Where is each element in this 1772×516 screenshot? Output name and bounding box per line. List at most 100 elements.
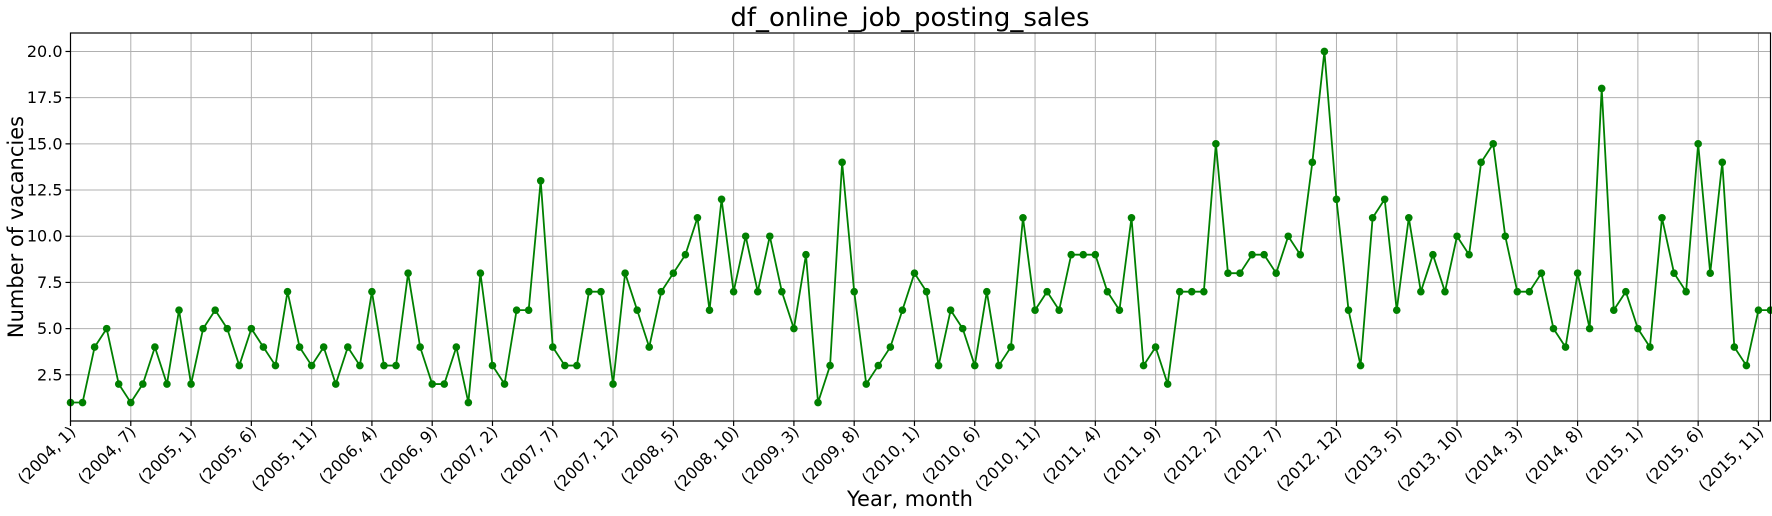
data-point — [1646, 343, 1654, 351]
data-point — [416, 343, 424, 351]
data-point — [970, 361, 979, 370]
x-tick-label: (2007, 12) — [549, 422, 622, 495]
data-point — [874, 361, 883, 370]
data-point — [1658, 213, 1666, 222]
data-point — [1224, 269, 1232, 277]
data-point — [778, 287, 786, 296]
grid — [70, 33, 1771, 421]
data-point — [90, 343, 99, 351]
data-point — [1730, 343, 1739, 351]
x-axis-label: Year, month — [846, 487, 973, 511]
data-point — [307, 361, 316, 370]
data-point — [1417, 287, 1425, 296]
data-point — [1055, 306, 1063, 314]
data-point — [1356, 361, 1365, 370]
data-point — [814, 398, 822, 407]
data-point — [1634, 324, 1642, 333]
data-point — [1766, 306, 1772, 314]
data-point — [1742, 361, 1751, 370]
data-point — [693, 213, 702, 222]
data-point — [428, 380, 437, 388]
data-point — [452, 343, 461, 351]
data-point — [1115, 306, 1124, 314]
data-point — [524, 306, 533, 314]
data-point — [669, 269, 678, 277]
data-point — [1513, 287, 1522, 296]
data-point — [826, 361, 834, 370]
data-point — [753, 287, 762, 296]
y-tick-label: 5.0 — [37, 319, 62, 338]
data-point — [356, 361, 364, 370]
x-tick-label: (2011, 9) — [1099, 422, 1164, 487]
data-point — [1296, 250, 1305, 259]
data-point — [488, 361, 497, 370]
x-tick-label: (2011, 4) — [1039, 422, 1104, 487]
series-line — [66, 47, 1772, 407]
x-tick-label: (2005, 11) — [248, 422, 321, 495]
data-point — [1200, 287, 1208, 296]
data-point — [717, 195, 726, 204]
data-point — [199, 324, 207, 333]
data-point — [1706, 269, 1715, 277]
data-point — [1163, 380, 1172, 388]
x-tick-label: (2006, 4) — [315, 422, 380, 487]
data-point — [464, 398, 473, 407]
data-point — [1031, 306, 1039, 314]
data-point — [500, 380, 509, 388]
data-point — [573, 361, 581, 370]
data-point — [392, 361, 400, 370]
x-tick-label: (2010, 11) — [971, 422, 1044, 495]
data-point — [259, 343, 268, 351]
data-point — [1477, 158, 1485, 167]
data-point — [1103, 287, 1112, 296]
data-point — [1320, 47, 1329, 56]
plot-frame — [69, 32, 1772, 422]
data-point — [548, 343, 557, 351]
data-point — [1344, 306, 1353, 314]
data-point — [1754, 306, 1763, 314]
data-point — [404, 269, 412, 277]
data-point — [705, 306, 714, 314]
data-point — [995, 361, 1003, 370]
x-tick-label: (2008, 10) — [670, 422, 743, 495]
data-point — [1067, 250, 1076, 259]
data-point — [1139, 361, 1148, 370]
x-tick-label: (2015, 1) — [1581, 422, 1646, 487]
y-tick-label: 10.0 — [27, 227, 63, 246]
data-point — [102, 324, 111, 333]
data-point — [1585, 324, 1594, 333]
data-point — [1525, 287, 1534, 296]
data-point — [1537, 269, 1546, 277]
data-point — [247, 324, 256, 333]
data-point — [802, 250, 810, 259]
data-point — [729, 287, 738, 296]
data-point — [1368, 213, 1377, 222]
x-tick-label: (2013, 10) — [1393, 422, 1466, 495]
data-point — [886, 343, 895, 351]
data-point — [163, 380, 171, 388]
data-point — [1489, 140, 1497, 148]
data-point — [344, 343, 352, 351]
data-point — [1429, 250, 1437, 259]
data-point — [609, 380, 617, 388]
data-point — [223, 324, 232, 333]
x-tick-label: (2009, 8) — [798, 422, 863, 487]
data-point — [1248, 250, 1256, 259]
data-point — [1091, 250, 1100, 259]
data-point — [126, 398, 135, 407]
data-point — [1561, 343, 1570, 351]
data-point — [1175, 287, 1184, 296]
data-point — [1392, 306, 1401, 314]
data-point — [139, 380, 147, 388]
x-tick-label: (2014, 8) — [1521, 422, 1586, 487]
data-point — [850, 287, 858, 296]
data-point — [1404, 213, 1413, 222]
series-polyline — [70, 50, 1771, 404]
data-point — [790, 324, 798, 333]
x-tick-label: (2006, 9) — [376, 422, 441, 487]
data-point — [1308, 158, 1317, 167]
data-point — [1332, 195, 1341, 204]
x-tick-label: (2014, 3) — [1461, 422, 1526, 487]
data-point — [645, 343, 654, 351]
data-point — [862, 380, 871, 388]
